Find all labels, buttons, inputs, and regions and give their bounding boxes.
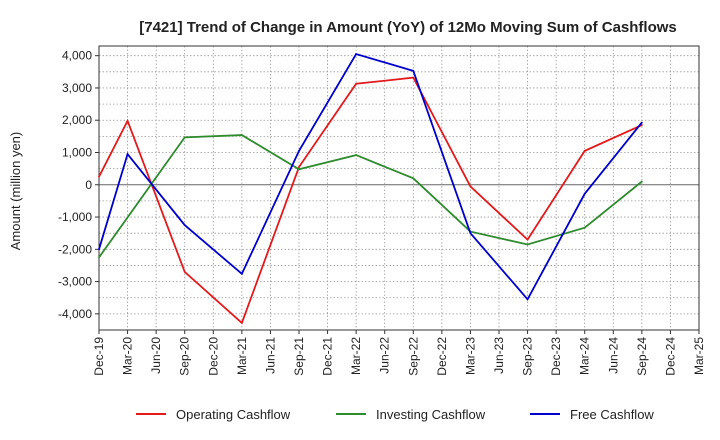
y-axis-label: Amount (million yen): [8, 132, 23, 251]
x-tick-label: Sep-24: [635, 337, 649, 376]
data-point: [469, 232, 472, 235]
data-point: [126, 119, 129, 122]
data-point: [240, 134, 243, 136]
x-tick-label: Sep-22: [406, 337, 420, 376]
data-point: [298, 166, 300, 168]
x-tick-label: Jun-23: [492, 337, 506, 374]
x-tick-label: Mar-23: [463, 337, 477, 375]
plot-background: [99, 46, 699, 330]
data-point: [469, 185, 472, 188]
data-point: [640, 121, 643, 124]
data-point: [240, 272, 243, 275]
data-point: [355, 82, 358, 85]
data-point: [412, 69, 415, 72]
y-tick-label: 2,000: [62, 113, 92, 127]
data-point: [412, 76, 415, 79]
data-point: [355, 154, 358, 156]
data-point: [240, 322, 243, 324]
legend-label: Operating Cashflow: [176, 407, 291, 422]
x-tick-label: Dec-22: [435, 337, 449, 376]
x-tick-label: Mar-22: [349, 337, 363, 375]
x-tick-label: Dec-20: [206, 337, 220, 376]
plot-frame: [98, 45, 700, 331]
x-tick-label: Jun-22: [378, 337, 392, 374]
y-tick-label: 4,000: [62, 49, 92, 63]
y-tick-label: 3,000: [62, 81, 92, 95]
x-tick-label: Dec-21: [321, 337, 335, 376]
series-line-investing-cashflow: [98, 134, 643, 258]
data-point: [183, 271, 186, 273]
data-point: [640, 124, 643, 126]
y-tick-label: 0: [85, 178, 92, 192]
data-point: [183, 136, 186, 139]
data-point: [126, 153, 129, 156]
y-tick-label: -4,000: [58, 307, 92, 321]
data-point: [98, 175, 100, 178]
data-point: [583, 192, 586, 195]
chart-legend: Operating Cashflow Investing Cashflow Free…: [136, 407, 654, 422]
x-tick-label: Dec-19: [92, 337, 106, 376]
x-tick-label: Sep-23: [521, 337, 535, 376]
data-point: [412, 177, 415, 180]
data-point: [355, 53, 358, 55]
chart-title: [7421] Trend of Change in Amount (YoY) o…: [139, 19, 677, 36]
data-point: [526, 298, 529, 301]
x-tick-label: Dec-23: [549, 337, 563, 376]
legend-label: Free Cashflow: [570, 407, 654, 422]
data-point: [583, 226, 586, 229]
x-tick-label: Jun-21: [263, 337, 277, 374]
x-tick-label: Sep-21: [292, 337, 306, 376]
x-tick-label: Mar-20: [121, 337, 135, 375]
x-tick-label: Jun-24: [606, 337, 620, 374]
y-tick-label: -3,000: [58, 275, 92, 289]
data-point: [298, 168, 300, 171]
data-point: [98, 256, 100, 259]
data-point: [298, 149, 300, 152]
data-point: [183, 224, 186, 227]
x-tick-label: Mar-25: [692, 337, 706, 375]
data-point: [526, 238, 529, 241]
x-tick-label: Jun-20: [149, 337, 163, 374]
data-point: [98, 248, 100, 251]
y-tick-label: 1,000: [62, 146, 92, 160]
data-point: [526, 243, 529, 246]
data-point: [583, 149, 586, 152]
x-tick-label: Dec-24: [663, 337, 677, 376]
x-tick-label: Mar-21: [235, 337, 249, 375]
y-tick-label: -1,000: [58, 210, 92, 224]
legend-label: Investing Cashflow: [376, 407, 486, 422]
plot-area: 4,000 3,000 2,000 1,000 0 -1,000 -2,000 -3,000 -…: [58, 45, 706, 376]
y-tick-label: -2,000: [58, 242, 92, 256]
x-tick-label: Mar-24: [578, 337, 592, 375]
x-tick-label: Sep-20: [178, 337, 192, 376]
data-point: [640, 180, 643, 183]
